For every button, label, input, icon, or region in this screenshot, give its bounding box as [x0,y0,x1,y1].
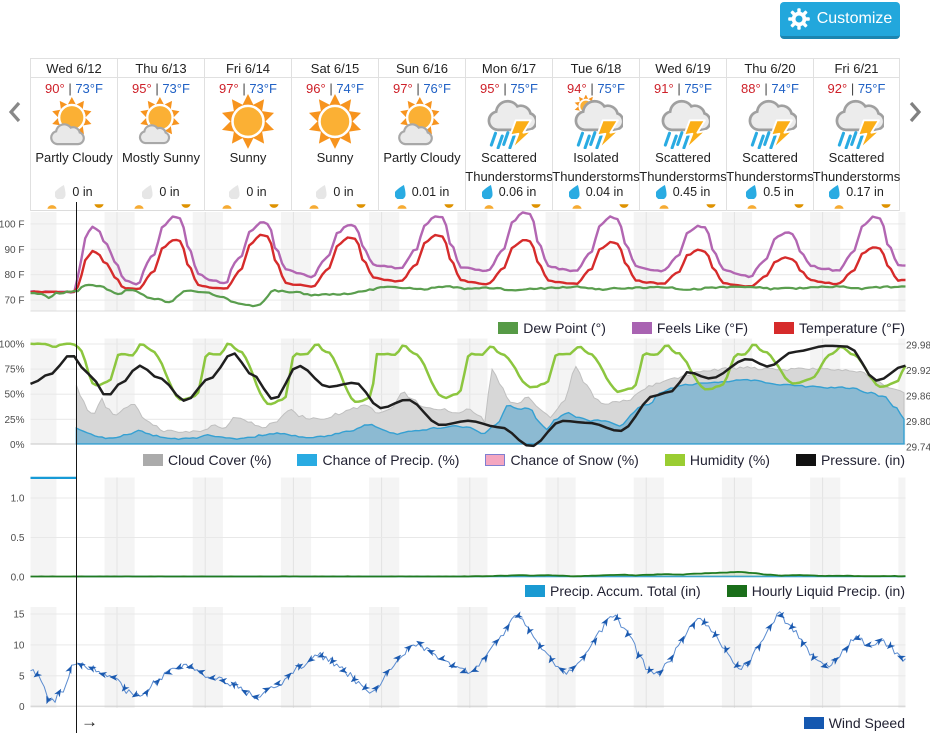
svg-text:100 F: 100 F [0,219,25,230]
svg-text:70 F: 70 F [4,296,24,307]
svg-text:90 F: 90 F [4,245,24,256]
svg-text:0%: 0% [10,440,25,451]
svg-text:80 F: 80 F [4,270,24,281]
svg-text:0.5: 0.5 [11,533,25,544]
svg-text:15: 15 [13,609,25,620]
svg-text:50%: 50% [4,390,24,401]
svg-text:29.80: 29.80 [906,417,930,428]
svg-text:5: 5 [19,671,25,682]
svg-text:0: 0 [19,702,25,713]
svg-text:29.92: 29.92 [906,366,930,377]
svg-text:75%: 75% [4,365,24,376]
svg-text:0.0: 0.0 [11,573,25,582]
svg-text:25%: 25% [4,415,24,426]
svg-text:29.98: 29.98 [906,341,930,352]
svg-text:1.0: 1.0 [11,494,25,505]
svg-text:100%: 100% [0,340,25,351]
svg-text:10: 10 [13,640,25,651]
svg-text:29.86: 29.86 [906,391,930,402]
svg-text:29.74: 29.74 [906,442,930,452]
